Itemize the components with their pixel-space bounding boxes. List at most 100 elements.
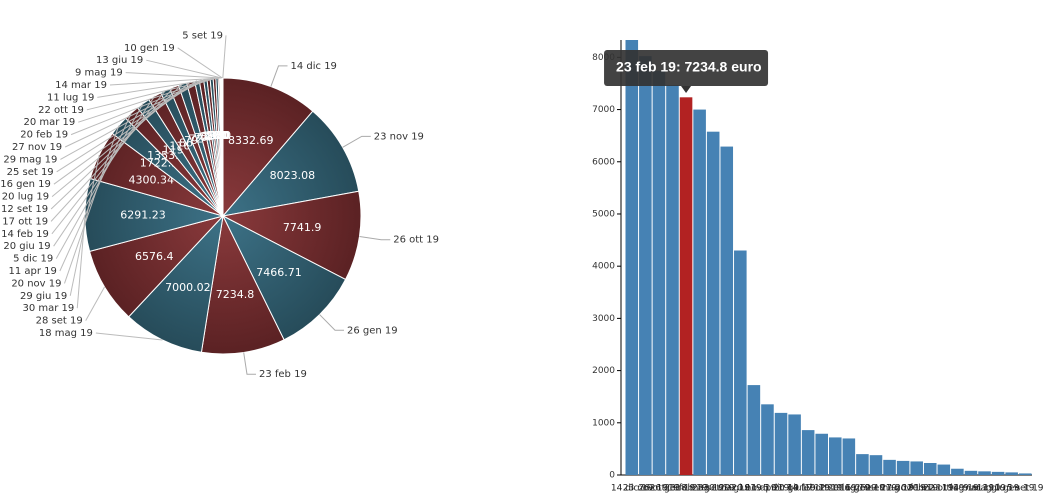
x-tick-label: 23 feb 19 <box>665 484 708 494</box>
x-tick-label: 30 mar 19 <box>703 484 750 494</box>
x-tick-label: 17 ott 19 <box>801 484 842 494</box>
label-line <box>95 332 163 341</box>
slice-value: 6291.23 <box>120 208 166 221</box>
x-tick-label: 5 dic 19 <box>763 484 799 494</box>
bar <box>978 471 991 475</box>
x-tick-label: 27 nov 19 <box>881 484 926 494</box>
label-line <box>59 112 132 272</box>
bar <box>883 459 896 475</box>
slice-label: 10 gen 19 <box>124 43 175 54</box>
label-line <box>97 77 219 98</box>
bar <box>842 438 856 475</box>
slice-label: 28 set 19 <box>36 316 83 327</box>
y-tick-label: 6000 <box>592 157 615 167</box>
x-tick-label: 29 giu 19 <box>719 484 762 494</box>
slice-label: 20 giu 19 <box>3 241 50 252</box>
slice-label: 16 gen 19 <box>0 179 51 190</box>
x-tick-label: 25 set 19 <box>855 484 898 494</box>
bar <box>991 471 1005 475</box>
x-tick-label: 11 lug 19 <box>936 484 979 494</box>
slice-label: 18 mag 19 <box>39 328 93 339</box>
slice-label: 5 dic 19 <box>13 254 53 265</box>
label-line <box>125 72 221 79</box>
slice-value: 200 <box>209 129 230 142</box>
slice-label: 26 ott 19 <box>393 235 439 246</box>
bar <box>829 437 842 475</box>
slice-label: 20 mar 19 <box>23 117 75 128</box>
label-line <box>53 95 156 247</box>
bar <box>693 109 706 476</box>
bar <box>747 385 761 475</box>
label-line <box>177 47 223 79</box>
x-tick-label: 11 apr 19 <box>746 484 790 494</box>
slice-label: 14 mar 19 <box>55 80 107 91</box>
slice-label: 9 mag 19 <box>75 68 123 79</box>
slice-value: 7466.71 <box>256 266 302 279</box>
slice-label: 26 gen 19 <box>347 325 398 336</box>
slice-label: 27 nov 19 <box>12 142 62 153</box>
label-line <box>85 286 106 321</box>
bar <box>734 250 747 475</box>
bar <box>964 470 978 475</box>
x-tick-label: 14 feb 19 <box>787 484 830 494</box>
bar <box>815 433 828 475</box>
label-line <box>359 235 391 241</box>
y-tick-label: 0 <box>609 471 615 481</box>
bar <box>666 85 679 476</box>
label-line <box>64 78 209 148</box>
slice-value: 8332.69 <box>228 134 274 147</box>
bar <box>652 70 666 476</box>
bar <box>788 414 801 475</box>
slice-label: 11 lug 19 <box>47 92 94 103</box>
slice-label: 14 feb 19 <box>1 229 49 240</box>
x-tick-label: 26 ott 19 <box>638 484 679 494</box>
y-tick-label: 7000 <box>592 105 615 115</box>
bar <box>951 468 964 475</box>
x-tick-label: 16 gen 19 <box>840 484 886 494</box>
slice-label: 20 nov 19 <box>11 278 61 289</box>
x-tick-label: 20 nov 19 <box>731 484 776 494</box>
x-tick-label: 26 gen 19 <box>650 484 696 494</box>
slice-value: 7741.9 <box>283 221 322 234</box>
bar <box>639 56 652 475</box>
slice-label: 23 feb 19 <box>259 369 307 380</box>
tooltip-arrow <box>681 86 692 93</box>
y-tick-label: 3000 <box>592 314 615 324</box>
slice-label: 17 ott 19 <box>2 216 48 227</box>
bar <box>896 460 910 475</box>
slice-value: 8023.08 <box>270 169 316 182</box>
pie-slice <box>221 190 362 281</box>
label-line <box>55 103 144 259</box>
pie-slice <box>222 77 314 218</box>
pie-slice <box>221 110 360 217</box>
slice-label: 29 mag 19 <box>3 154 57 165</box>
slice-label: 22 ott 19 <box>38 105 84 116</box>
slice-label: 13 giu 19 <box>96 55 143 66</box>
x-tick-label: 20 giu 19 <box>773 484 816 494</box>
pie-slice <box>221 214 347 341</box>
bar <box>869 455 883 475</box>
x-tick-label: 18 mag 19 <box>675 484 724 494</box>
bar-chart: 0 1000 2000 3000 4000 5000 6000 7000 8000 14 dic … <box>592 40 1044 494</box>
bar <box>910 461 923 475</box>
bar <box>625 40 639 475</box>
slice-label: 23 nov 19 <box>374 131 424 142</box>
tooltip-box <box>604 50 769 86</box>
bar <box>761 404 774 475</box>
x-tick-label: 23 nov 19 <box>623 484 668 494</box>
bar <box>706 131 720 475</box>
x-tick-label: 10 gen 19 <box>989 484 1035 494</box>
label-line <box>86 77 218 111</box>
slice-value: 7234.8 <box>216 288 255 301</box>
bar <box>720 146 734 475</box>
x-tick-label: 9 mag 19 <box>963 484 1006 494</box>
x-tick-label: 12 set 19 <box>814 484 857 494</box>
pie-chart: 8332.69 14 dic 19 8023.08 23 nov 19 7741.9 26… <box>0 30 439 380</box>
slice-value: 30 <box>216 129 230 142</box>
x-tick-label: 5 set 19 <box>1007 484 1044 494</box>
y-tick-label: 8000 <box>592 53 615 63</box>
bar <box>679 97 693 476</box>
slice-value: 4300.34 <box>128 174 174 187</box>
pie-slice <box>128 214 224 353</box>
